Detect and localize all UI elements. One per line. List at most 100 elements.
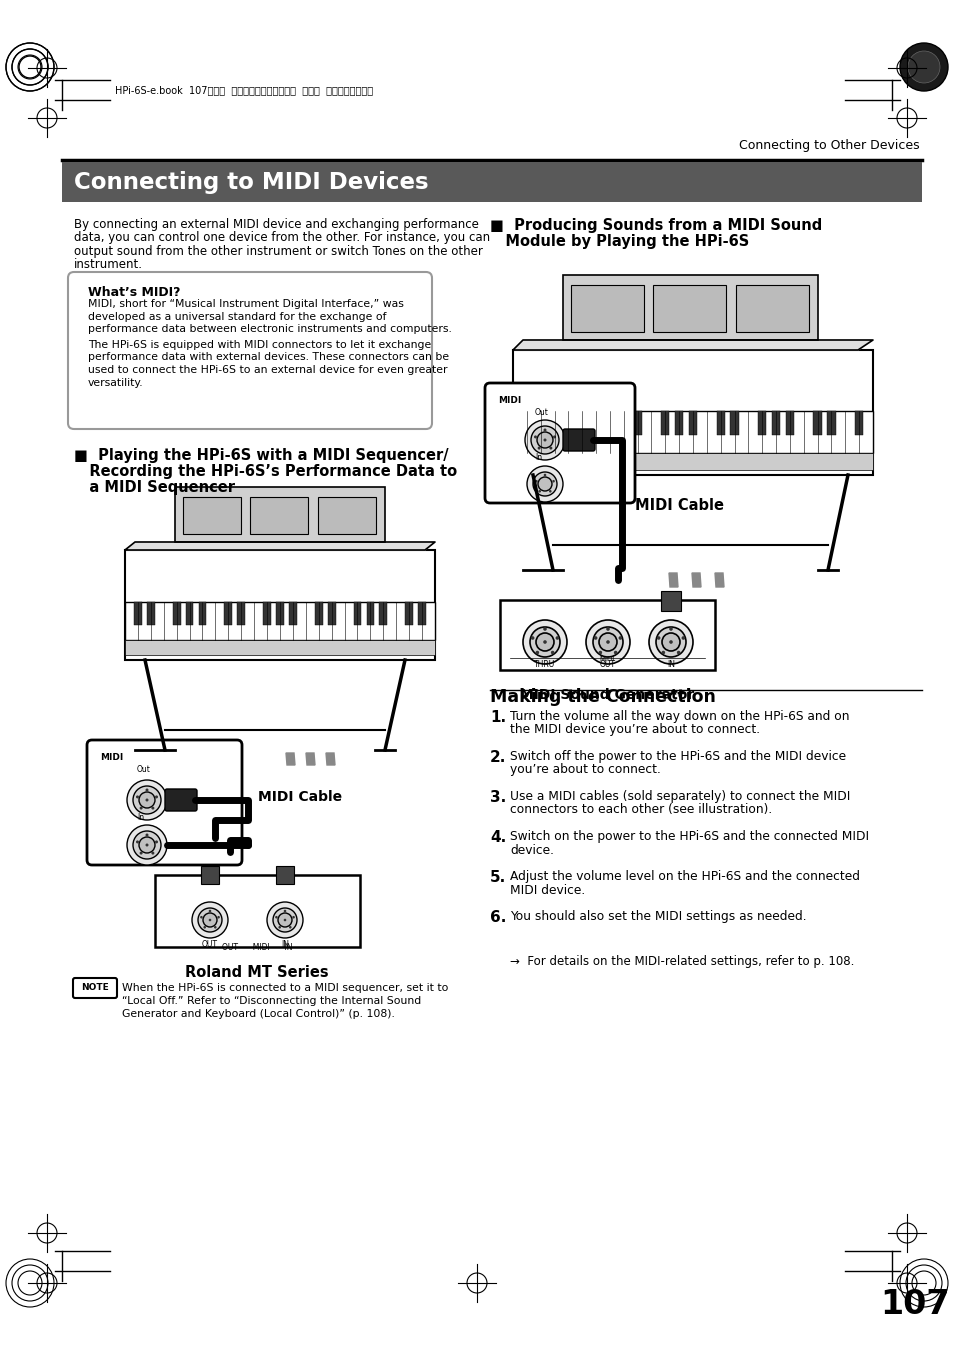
Text: MIDI: MIDI: [100, 753, 123, 762]
FancyBboxPatch shape: [854, 411, 862, 435]
Text: Switch on the power to the HPi-6S and the connected MIDI: Switch on the power to the HPi-6S and th…: [510, 830, 868, 843]
Circle shape: [152, 851, 154, 855]
Polygon shape: [691, 573, 700, 586]
Circle shape: [526, 466, 562, 503]
Circle shape: [200, 916, 203, 919]
Circle shape: [550, 651, 554, 654]
Text: Making the Connection: Making the Connection: [490, 688, 715, 707]
FancyBboxPatch shape: [675, 411, 682, 435]
Circle shape: [548, 490, 551, 493]
Text: a MIDI Sequencer: a MIDI Sequencer: [74, 480, 234, 494]
Circle shape: [657, 636, 659, 640]
FancyBboxPatch shape: [147, 603, 154, 626]
FancyBboxPatch shape: [379, 603, 387, 626]
Text: Connecting to Other Devices: Connecting to Other Devices: [739, 139, 919, 153]
FancyBboxPatch shape: [660, 411, 669, 435]
Polygon shape: [714, 573, 723, 586]
Circle shape: [12, 49, 48, 85]
Circle shape: [146, 798, 149, 801]
FancyBboxPatch shape: [328, 603, 335, 626]
Text: Out: Out: [137, 765, 151, 774]
Circle shape: [537, 447, 540, 450]
FancyBboxPatch shape: [289, 603, 296, 626]
Text: When the HPi-6S is connected to a MIDI sequencer, set it to: When the HPi-6S is connected to a MIDI s…: [122, 984, 448, 993]
FancyBboxPatch shape: [250, 497, 308, 534]
Circle shape: [139, 807, 142, 809]
Text: MIDI device.: MIDI device.: [510, 884, 584, 897]
FancyBboxPatch shape: [125, 550, 435, 661]
Text: MIDI Sound Generator: MIDI Sound Generator: [519, 688, 694, 703]
FancyBboxPatch shape: [174, 486, 385, 542]
Text: Out: Out: [535, 408, 548, 417]
FancyBboxPatch shape: [633, 411, 641, 435]
Circle shape: [537, 477, 552, 490]
Circle shape: [555, 636, 558, 640]
Circle shape: [605, 640, 609, 644]
FancyBboxPatch shape: [354, 603, 361, 626]
Text: Connecting to MIDI Devices: Connecting to MIDI Devices: [74, 170, 428, 193]
Circle shape: [203, 913, 216, 927]
Circle shape: [292, 916, 294, 919]
Text: 4.: 4.: [490, 830, 506, 844]
Circle shape: [542, 640, 546, 644]
Circle shape: [543, 439, 546, 442]
FancyBboxPatch shape: [563, 411, 572, 435]
FancyBboxPatch shape: [735, 285, 808, 332]
Circle shape: [660, 651, 664, 654]
Circle shape: [154, 840, 158, 843]
FancyBboxPatch shape: [134, 603, 142, 626]
Text: 1.: 1.: [490, 711, 506, 725]
Text: →  For details on the MIDI-related settings, refer to p. 108.: → For details on the MIDI-related settin…: [510, 955, 854, 969]
Circle shape: [907, 51, 939, 82]
Text: device.: device.: [510, 843, 554, 857]
Circle shape: [139, 792, 154, 808]
Circle shape: [274, 916, 277, 919]
Text: OUT  — MIDI —  IN: OUT — MIDI — IN: [221, 943, 292, 952]
Circle shape: [283, 909, 286, 912]
FancyBboxPatch shape: [172, 603, 180, 626]
Circle shape: [676, 651, 679, 654]
Polygon shape: [306, 753, 314, 765]
Circle shape: [530, 627, 559, 657]
Text: 2.: 2.: [490, 750, 506, 765]
FancyBboxPatch shape: [186, 603, 193, 626]
FancyBboxPatch shape: [417, 603, 425, 626]
FancyBboxPatch shape: [618, 411, 627, 435]
Circle shape: [209, 909, 211, 912]
Text: THRU: THRU: [534, 661, 555, 669]
Circle shape: [552, 480, 555, 482]
Circle shape: [605, 627, 609, 631]
FancyBboxPatch shape: [758, 411, 765, 435]
FancyBboxPatch shape: [366, 603, 374, 626]
FancyBboxPatch shape: [771, 411, 780, 435]
Text: used to connect the HPi-6S to an external device for even greater: used to connect the HPi-6S to an externa…: [88, 365, 447, 376]
Text: 3.: 3.: [490, 790, 506, 805]
FancyBboxPatch shape: [314, 603, 322, 626]
Circle shape: [668, 627, 672, 631]
Text: MIDI Cable: MIDI Cable: [257, 790, 342, 804]
Polygon shape: [286, 753, 294, 765]
Circle shape: [192, 902, 228, 938]
Circle shape: [535, 480, 537, 482]
Circle shape: [127, 825, 167, 865]
Polygon shape: [125, 542, 435, 550]
Circle shape: [136, 840, 139, 843]
Circle shape: [146, 834, 149, 836]
Circle shape: [267, 902, 303, 938]
Circle shape: [217, 916, 219, 919]
Text: By connecting an external MIDI device and exchanging performance: By connecting an external MIDI device an…: [74, 218, 478, 231]
Text: ■  Producing Sounds from a MIDI Sound: ■ Producing Sounds from a MIDI Sound: [490, 218, 821, 232]
Circle shape: [549, 447, 552, 450]
Circle shape: [585, 620, 629, 663]
Circle shape: [524, 420, 564, 459]
Text: MIDI, short for “Musical Instrument Digital Interface,” was: MIDI, short for “Musical Instrument Digi…: [88, 299, 403, 309]
Text: 6.: 6.: [490, 911, 506, 925]
FancyBboxPatch shape: [183, 497, 241, 534]
Circle shape: [6, 43, 54, 91]
FancyBboxPatch shape: [198, 603, 206, 626]
Circle shape: [661, 634, 679, 651]
Text: HPi-6S-e.book  107ページ  ２００７年１１月１９日  月曜日  午前１０時３６分: HPi-6S-e.book 107ページ ２００７年１１月１９日 月曜日 午前１…: [115, 85, 373, 95]
FancyBboxPatch shape: [263, 603, 271, 626]
FancyBboxPatch shape: [578, 411, 586, 435]
Text: Use a MIDI cables (sold separately) to connect the MIDI: Use a MIDI cables (sold separately) to c…: [510, 790, 849, 802]
